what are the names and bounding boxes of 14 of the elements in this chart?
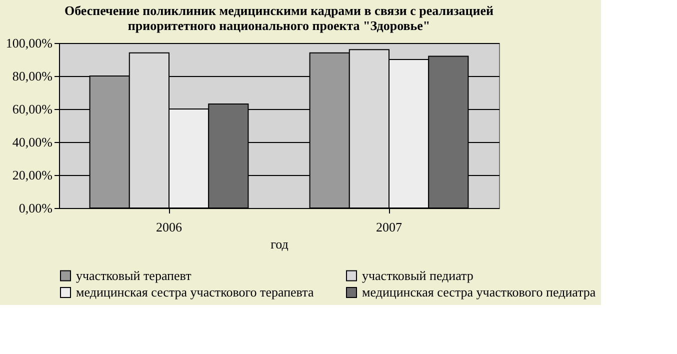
- y-tick-label: 100,00%: [6, 36, 53, 50]
- y-tick-label: 80,00%: [12, 68, 53, 84]
- y-tick-label: 60,00%: [12, 102, 53, 116]
- x-tick-label: 2006: [156, 220, 182, 234]
- x-axis-title: год: [270, 236, 289, 252]
- legend-label: участковый терапевт: [76, 268, 192, 283]
- chart-title: Обеспечение поликлиник медицинскими кадрами в связи с реализацией приоритетного национального проекта "Здоровье": [64, 3, 494, 33]
- legend-label: медицинская сестра участкового терапевта: [76, 284, 314, 300]
- x-tick-label: 2007: [376, 220, 402, 234]
- y-tick-label: 0,00%: [18, 200, 53, 216]
- y-tick-label: 20,00%: [12, 168, 53, 182]
- y-tick-label: 40,00%: [12, 134, 53, 150]
- legend-label: медицинская сестра участкового педиатра: [362, 284, 596, 300]
- legend-label: участковый педиатр: [362, 268, 474, 283]
